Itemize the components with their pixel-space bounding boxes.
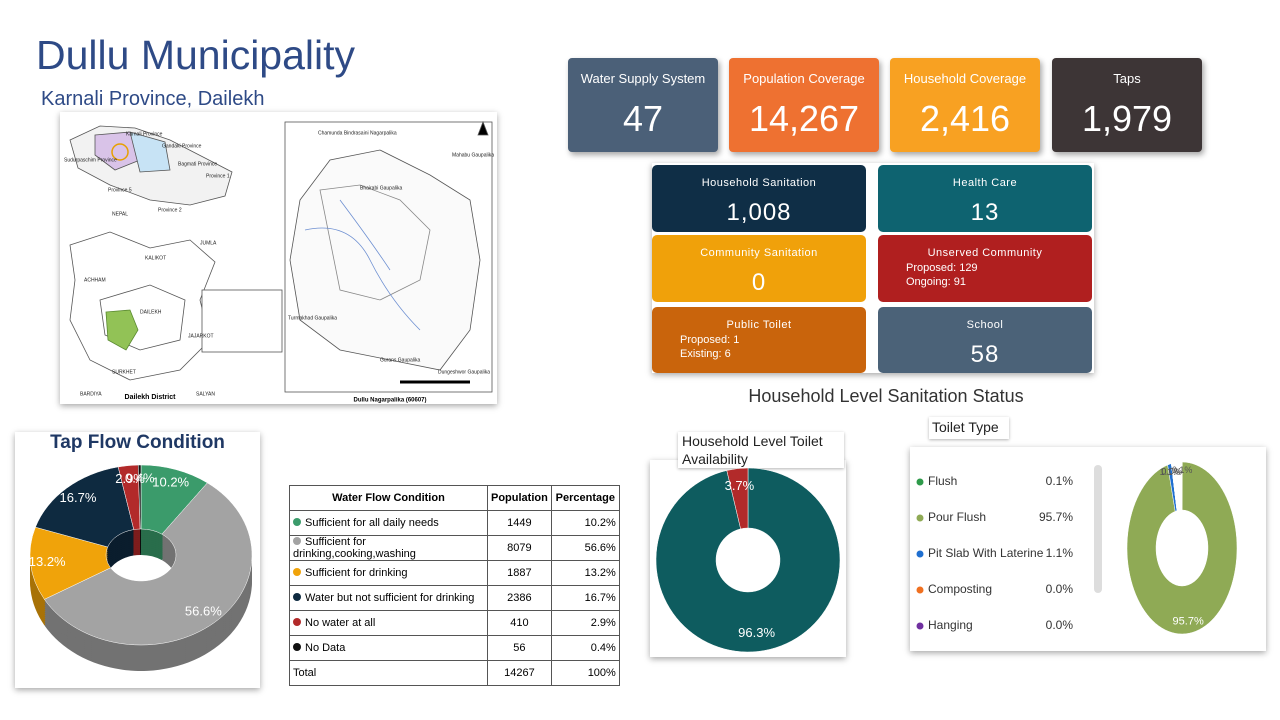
chart-title: Household Level Toilet Availability	[682, 433, 823, 467]
table-cell: 2386	[487, 585, 552, 611]
cell-text: No Data	[305, 642, 346, 654]
kpi-value: 47	[622, 98, 664, 139]
row-marker	[293, 593, 301, 601]
sanitation-card: Household Sanitation 1,008	[652, 165, 866, 232]
tap-chart-panel	[15, 432, 260, 688]
table-cell: Water but not sufficient for drinking	[289, 585, 488, 611]
scrollbar[interactable]	[1094, 465, 1102, 593]
cell-text: No water at all	[305, 617, 376, 629]
map-panel	[60, 112, 497, 404]
table-cell: 14267	[487, 660, 552, 686]
cell-text: 1887	[507, 567, 532, 579]
kpi-card: Water Supply System 47	[568, 58, 718, 152]
table-cell: 8079	[487, 535, 552, 561]
table-cell: 410	[487, 610, 552, 636]
kpi-label: Population Coverage	[743, 71, 865, 86]
card-value: 0	[751, 269, 767, 296]
section-title: Household Level Sanitation Status	[748, 386, 1024, 406]
page-subtitle: Karnali Province, Dailekh	[41, 88, 265, 110]
card-label: Health Care	[952, 177, 1018, 189]
card-line: Proposed: 129	[906, 262, 978, 274]
card-value: 58	[970, 341, 1000, 368]
chart-title-box	[929, 417, 1009, 439]
table-cell: Total	[289, 660, 488, 686]
sanitation-card: School 58	[878, 307, 1092, 373]
table-cell: No water at all	[289, 610, 488, 636]
kpi-value: 14,267	[748, 98, 860, 139]
chart-title: Tap Flow Condition	[50, 432, 225, 453]
availability-panel	[650, 460, 846, 657]
cell-text: 2.9%	[590, 617, 616, 629]
card-label: Unserved Community	[927, 247, 1043, 259]
cell-text: 8079	[507, 542, 532, 554]
cell-text: Total	[293, 667, 317, 679]
chart-title: Toilet Type	[932, 419, 999, 435]
cell-text: Sufficient for drinking	[305, 567, 408, 579]
table-cell: Sufficient for drinking	[289, 560, 488, 586]
table-cell: 56.6%	[550, 535, 620, 561]
card-line: Ongoing: 91	[906, 276, 966, 288]
card-line: Proposed: 1	[680, 334, 740, 346]
cell-text: 10.2%	[584, 517, 616, 529]
cell-text: 100%	[587, 667, 616, 679]
table: Water Flow Condition Population Percentage…	[289, 485, 620, 686]
table-cell: Sufficient for all daily needs	[289, 510, 488, 536]
card-value: 13	[970, 199, 1000, 226]
card-label: Community Sanitation	[700, 247, 818, 259]
cell-text: 1449	[507, 517, 532, 529]
row-marker	[293, 568, 301, 576]
row-marker	[293, 643, 301, 651]
column-header: Water Flow Condition	[289, 485, 488, 511]
table-cell: Sufficient for drinking,cooking,washing	[289, 535, 488, 561]
column-header: Percentage	[550, 485, 620, 511]
page-title: Dullu Municipality	[36, 32, 356, 78]
card-value: 1,008	[726, 199, 792, 226]
kpi-card: Population Coverage 14,267	[729, 58, 879, 152]
table-cell: 16.7%	[550, 585, 620, 611]
table-cell: 0.4%	[550, 635, 620, 661]
sanitation-card: Health Care 13	[878, 165, 1092, 232]
toilet-type-panel	[910, 447, 1266, 651]
kpi-card: Taps 1,979	[1052, 58, 1202, 152]
card-label: Public Toilet	[726, 319, 792, 331]
kpi-label: Household Coverage	[903, 71, 1027, 86]
cell-text: 16.7%	[584, 592, 616, 604]
cell-text: Sufficient for drinking,cooking,washing	[293, 536, 416, 560]
table-cell: 100%	[550, 660, 620, 686]
card-label: Household Sanitation	[701, 177, 817, 189]
card-line: Existing: 6	[680, 348, 731, 360]
column-header: Population	[487, 485, 552, 511]
table-cell: 2.9%	[550, 610, 620, 636]
table-cell: 1887	[487, 560, 552, 586]
table-cell: No Data	[289, 635, 488, 661]
cell-text: 0.4%	[590, 642, 616, 654]
kpi-card: Household Coverage 2,416	[890, 58, 1040, 152]
table-cell: 56	[487, 635, 552, 661]
row-marker	[293, 518, 301, 526]
sanitation-card: Community Sanitation 0	[652, 235, 866, 302]
sanitation-card: Unserved Community Proposed: 129 Ongoing: …	[878, 235, 1092, 302]
table-wrap: Water Flow Condition Population Percentage…	[289, 485, 620, 686]
cell-text: 13.2%	[584, 567, 616, 579]
cell-text: 56.6%	[584, 542, 616, 554]
kpi-value: 2,416	[919, 98, 1011, 139]
cell-text: Sufficient for all daily needs	[305, 517, 439, 529]
kpi-value: 1,979	[1081, 98, 1173, 139]
table-cell: 13.2%	[550, 560, 620, 586]
card-label: School	[966, 319, 1004, 331]
cell-text: 410	[510, 617, 529, 629]
chart-title-box	[678, 432, 844, 468]
cell-text: 2386	[507, 592, 532, 604]
table-cell: 1449	[487, 510, 552, 536]
row-marker	[293, 618, 301, 626]
kpi-label: Water Supply System	[580, 71, 706, 86]
table-cell: 10.2%	[550, 510, 620, 536]
sanitation-card: Public Toilet Proposed: 1 Existing: 6	[652, 307, 866, 373]
cell-text: Water but not sufficient for drinking	[305, 592, 475, 604]
row-marker	[293, 537, 301, 545]
cell-text: 14267	[504, 667, 535, 679]
cell-text: 56	[513, 642, 526, 654]
kpi-label: Taps	[1113, 71, 1141, 86]
